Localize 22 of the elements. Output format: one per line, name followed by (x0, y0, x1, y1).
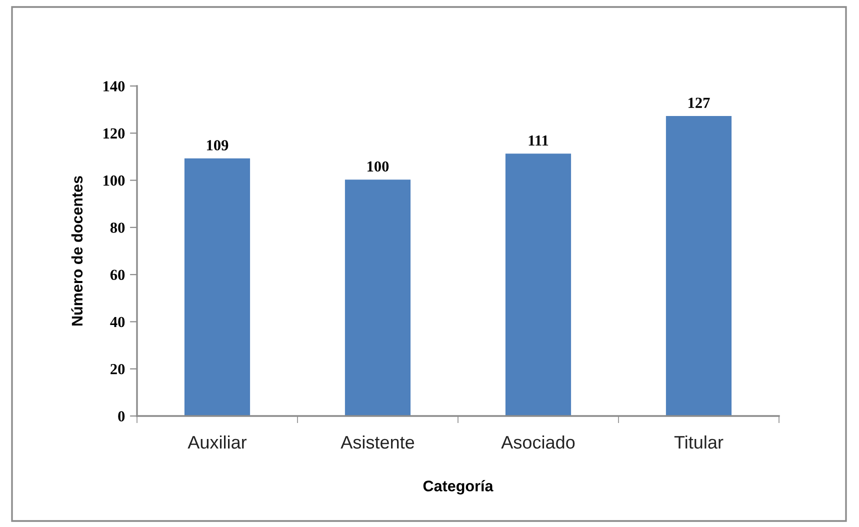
y-tick-label: 60 (110, 270, 125, 280)
data-label: 109 (207, 140, 228, 150)
x-tick-label: Asistente (340, 435, 414, 449)
data-label: 111 (528, 135, 548, 146)
x-axis-title: Categoría (423, 480, 494, 494)
y-tick-label: 0 (118, 411, 125, 422)
y-tick-label: 140 (104, 81, 125, 92)
y-axis-title: Número de docentes (71, 176, 83, 326)
y-tick-label: 120 (104, 128, 125, 139)
y-tick-label: 100 (104, 175, 125, 186)
data-label: 100 (368, 161, 389, 172)
x-tick-label: Asociado (501, 435, 575, 449)
x-tick-label: Auxiliar (188, 435, 247, 449)
y-tick-label: 20 (110, 364, 125, 374)
bar (344, 180, 411, 416)
bar (666, 116, 732, 416)
bar (505, 154, 572, 416)
bar (184, 158, 250, 416)
data-label: 127 (688, 98, 710, 108)
y-tick-label: 80 (110, 222, 125, 233)
y-tick-label: 40 (110, 316, 125, 328)
x-tick-label: Titular (674, 435, 724, 449)
